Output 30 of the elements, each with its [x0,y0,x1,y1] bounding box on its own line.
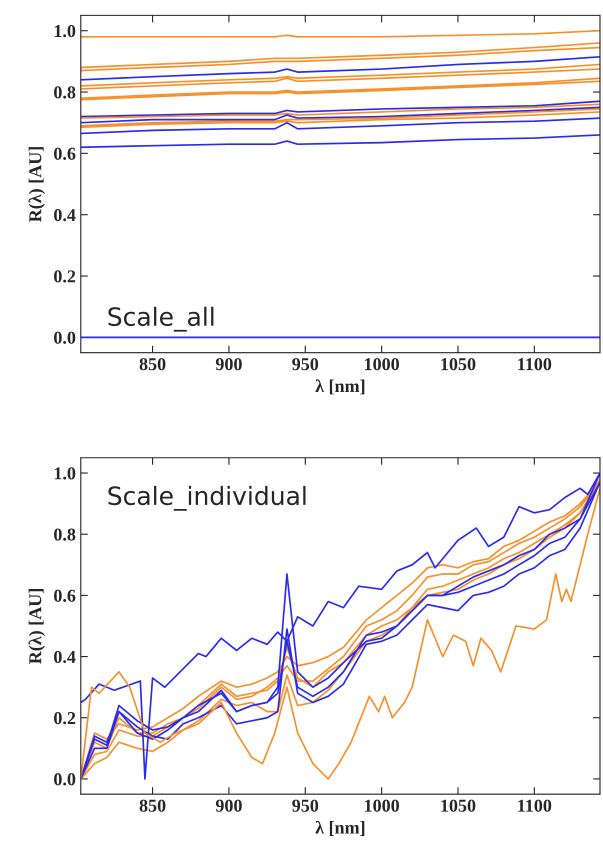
annotation: Scale_all [108,306,214,332]
y-tick-label: 0.2 [54,712,76,724]
x-tick-label: 1100 [518,358,552,370]
x-axis-title: λ [nm] [315,820,364,836]
y-tick-label: 0.4 [54,208,76,222]
x-tick-label: 900 [216,358,242,370]
x-tick-label: 850 [140,800,166,812]
y-axis-title: R(λ) [AU] [28,589,46,664]
y-tick-label: 0.8 [54,528,76,541]
x-tick-label: 850 [140,358,166,370]
x-tick-label: 1000 [365,358,399,370]
y-tick-label: 0.2 [54,270,76,283]
x-tick-label: 950 [292,800,318,812]
annotation: Scale_individual [108,486,306,511]
y-tick-label: 1.0 [54,24,76,38]
y-tick-label: 0.0 [54,332,76,344]
x-tick-label: 1050 [441,358,476,370]
y-axis-title: R(λ) [AU] [28,147,46,222]
y-tick-label: 0.0 [54,773,76,786]
x-tick-label: 1100 [518,800,552,812]
x-tick-label: 1050 [441,800,476,812]
x-tick-label: 900 [216,800,242,812]
x-axis-title: λ [nm] [315,379,364,394]
y-tick-label: 0.6 [54,148,76,160]
y-tick-label: 0.8 [54,86,76,99]
y-tick-label: 0.4 [54,650,76,664]
x-tick-label: 1000 [365,800,399,812]
y-tick-label: 1.0 [54,467,76,480]
y-tick-label: 0.6 [54,590,76,602]
x-tick-label: 950 [292,358,318,370]
